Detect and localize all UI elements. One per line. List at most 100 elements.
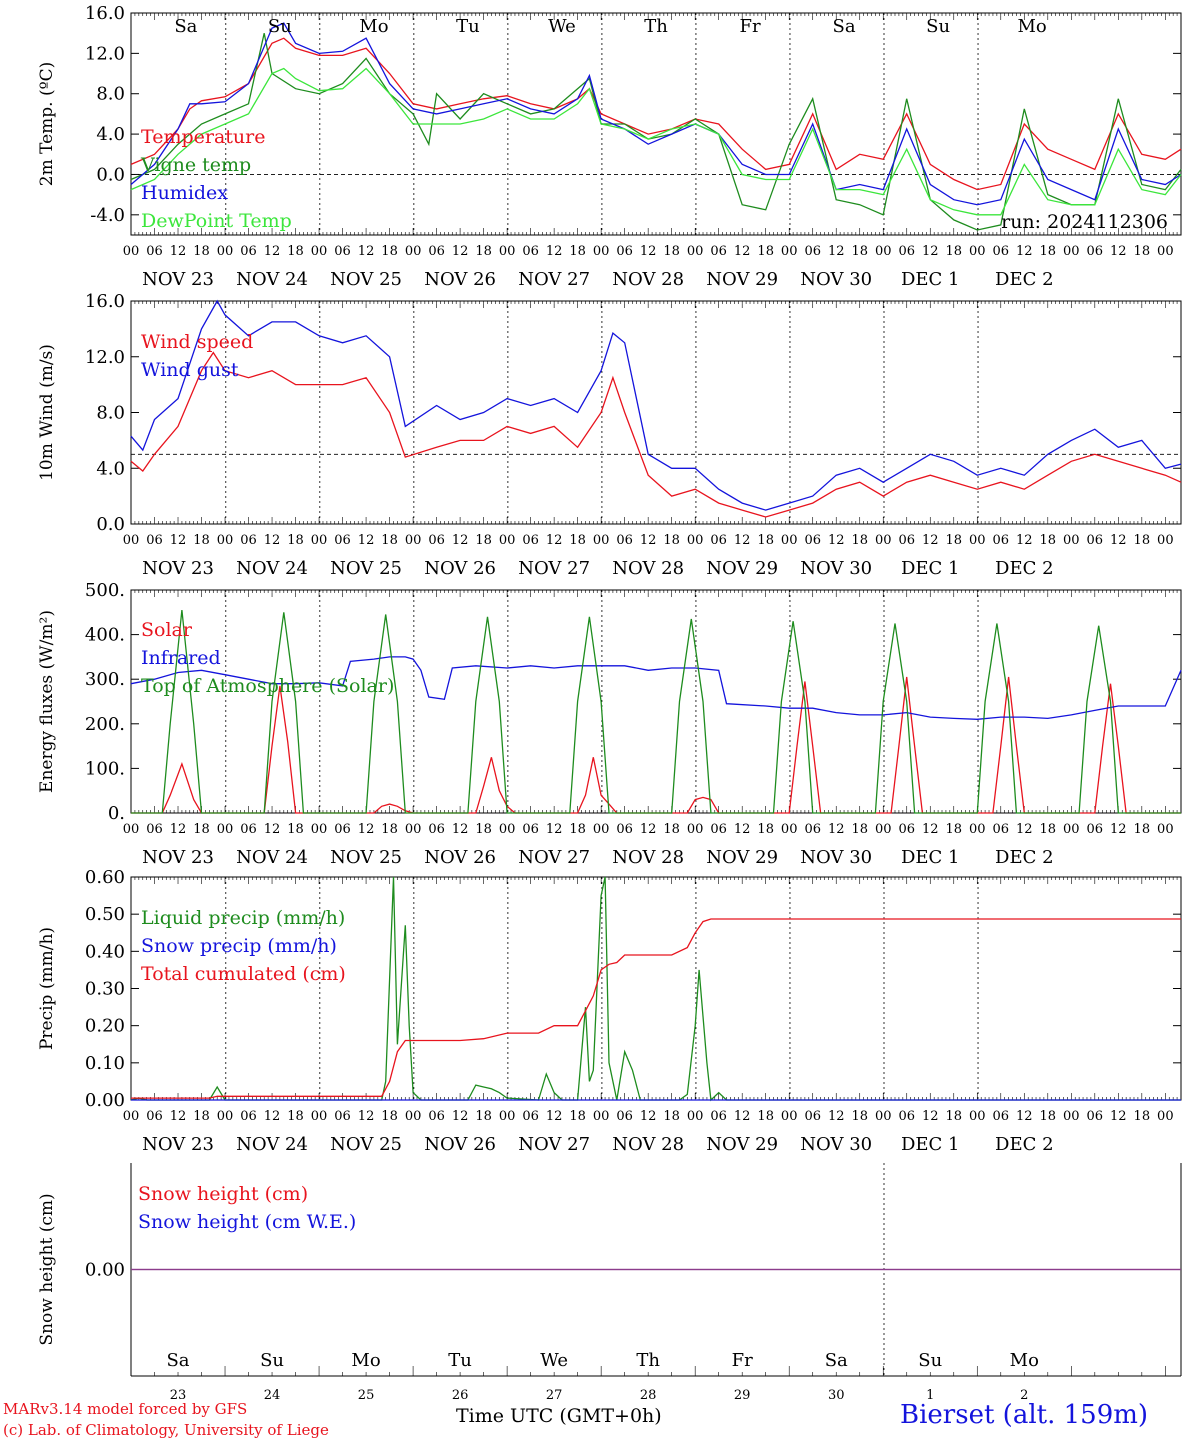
date-label: NOV 25 bbox=[330, 1134, 402, 1155]
legend-entry: Humidex bbox=[141, 182, 228, 204]
hour-tick-label: 12 bbox=[170, 1109, 187, 1124]
hour-tick-label: 06 bbox=[804, 533, 821, 548]
hour-tick-label: 12 bbox=[170, 244, 187, 259]
hour-tick-label: 00 bbox=[217, 533, 234, 548]
hour-tick-label: 00 bbox=[969, 533, 986, 548]
hour-tick-label: 00 bbox=[499, 244, 516, 259]
hour-tick-label: 18 bbox=[663, 822, 680, 837]
hour-tick-label: 18 bbox=[1134, 822, 1151, 837]
panel-temperature: 16.0 12.0 8.0 4.0 0.0 -4.0 2m Temp. (ºC) Temper… bbox=[37, 3, 1182, 290]
y-tick-label: 12.0 bbox=[85, 347, 125, 368]
hour-tick-label: 06 bbox=[616, 244, 633, 259]
hour-tick-label: 18 bbox=[1134, 1109, 1151, 1124]
hour-tick-label: 18 bbox=[569, 533, 586, 548]
hour-tick-label: 18 bbox=[1040, 244, 1057, 259]
hour-tick-label: 00 bbox=[781, 1109, 798, 1124]
hour-tick-label: 00 bbox=[123, 244, 140, 259]
y-axis-label: 10m Wind (m/s) bbox=[37, 344, 57, 481]
y-tick-label: 300. bbox=[85, 669, 125, 690]
hour-tick-label: 12 bbox=[828, 1109, 845, 1124]
legend-entry: Infrared bbox=[141, 647, 221, 669]
day-number-label: 29 bbox=[734, 1388, 751, 1403]
y-tick-label: 400. bbox=[85, 625, 125, 646]
y-axis-label: Precip (mm/h) bbox=[37, 927, 57, 1050]
date-label: DEC 1 bbox=[901, 1134, 960, 1155]
date-label: DEC 2 bbox=[995, 1134, 1054, 1155]
weekday-label: Su bbox=[918, 1350, 942, 1371]
date-label: NOV 26 bbox=[424, 1134, 496, 1155]
hour-tick-label: 12 bbox=[1110, 533, 1127, 548]
date-label: NOV 28 bbox=[612, 1134, 684, 1155]
hour-tick-label: 00 bbox=[311, 1109, 328, 1124]
hour-tick-label: 12 bbox=[1016, 244, 1033, 259]
hour-tick-label: 12 bbox=[922, 244, 939, 259]
hour-tick-label: 18 bbox=[663, 1109, 680, 1124]
hour-tick-label: 00 bbox=[311, 533, 328, 548]
series-line bbox=[130, 876, 1181, 1102]
date-label: DEC 2 bbox=[995, 847, 1054, 868]
y-tick-label: 500. bbox=[85, 580, 125, 601]
hour-tick-label: 06 bbox=[146, 533, 163, 548]
hour-tick-label: 00 bbox=[123, 533, 140, 548]
date-label: NOV 28 bbox=[612, 558, 684, 579]
weekday-label: We bbox=[548, 16, 576, 37]
model-credit: MARv3.14 model forced by GFS bbox=[3, 1400, 248, 1418]
date-label: NOV 30 bbox=[800, 847, 872, 868]
y-tick-label: -4.0 bbox=[90, 205, 125, 226]
hour-tick-label: 06 bbox=[616, 1109, 633, 1124]
hour-tick-label: 00 bbox=[969, 822, 986, 837]
weekday-label: Sa bbox=[833, 16, 856, 37]
date-label: NOV 23 bbox=[142, 558, 214, 579]
y-tick-label: 8.0 bbox=[96, 84, 125, 105]
date-label: NOV 26 bbox=[424, 558, 496, 579]
hour-tick-label: 12 bbox=[264, 244, 281, 259]
series-line bbox=[131, 610, 1181, 814]
hour-tick-label: 00 bbox=[405, 533, 422, 548]
hour-tick-label: 06 bbox=[616, 822, 633, 837]
hour-tick-label: 06 bbox=[710, 822, 727, 837]
weekday-label: Su bbox=[260, 1350, 284, 1371]
panel-frame bbox=[130, 589, 1182, 814]
hour-tick-label: 18 bbox=[569, 822, 586, 837]
hour-tick-label: 12 bbox=[264, 533, 281, 548]
hour-tick-label: 18 bbox=[569, 244, 586, 259]
date-label: NOV 28 bbox=[612, 269, 684, 290]
legend-entry: Total cumulated (cm) bbox=[141, 963, 346, 985]
hour-tick-label: 18 bbox=[1134, 244, 1151, 259]
hour-tick-label: 00 bbox=[217, 822, 234, 837]
hour-tick-label: 00 bbox=[1063, 244, 1080, 259]
hour-tick-label: 12 bbox=[170, 822, 187, 837]
y-axis-label: 2m Temp. (ºC) bbox=[37, 62, 57, 187]
weekday-label: We bbox=[540, 1350, 568, 1371]
panel-wind: 16.0 12.0 8.0 4.0 0.0 10m Wind (m/s) Wind spee… bbox=[37, 291, 1182, 579]
hour-tick-label: 00 bbox=[1157, 822, 1174, 837]
hour-tick-label: 12 bbox=[264, 1109, 281, 1124]
hour-tick-label: 06 bbox=[240, 1109, 257, 1124]
hour-tick-label: 18 bbox=[851, 1109, 868, 1124]
date-label: NOV 24 bbox=[236, 269, 308, 290]
hour-tick-label: 12 bbox=[1110, 244, 1127, 259]
weekday-label: Mo bbox=[351, 1350, 380, 1371]
hour-tick-label: 18 bbox=[475, 533, 492, 548]
hour-tick-label: 12 bbox=[1110, 1109, 1127, 1124]
y-tick-label: 4.0 bbox=[96, 458, 125, 479]
hour-tick-label: 12 bbox=[828, 822, 845, 837]
hour-tick-label: 18 bbox=[287, 533, 304, 548]
hour-tick-label: 06 bbox=[993, 533, 1010, 548]
panel-energy: 500. 400. 300. 200. 100. 0. Energy fluxes (W/m… bbox=[37, 580, 1182, 868]
hour-tick-label: 00 bbox=[217, 244, 234, 259]
hour-tick-label: 00 bbox=[1157, 244, 1174, 259]
hour-tick-label: 00 bbox=[593, 1109, 610, 1124]
weekday-label: Mo bbox=[1010, 1350, 1039, 1371]
hour-tick-label: 12 bbox=[358, 244, 375, 259]
hour-tick-label: 12 bbox=[734, 1109, 751, 1124]
y-tick-label: 0.40 bbox=[85, 941, 125, 962]
day-number-label: 24 bbox=[264, 1388, 281, 1403]
hour-tick-label: 00 bbox=[1157, 1109, 1174, 1124]
hour-tick-label: 18 bbox=[945, 822, 962, 837]
weekday-label: Fr bbox=[739, 16, 760, 37]
hour-tick-label: 06 bbox=[522, 822, 539, 837]
hour-tick-label: 18 bbox=[1040, 822, 1057, 837]
hour-tick-label: 18 bbox=[287, 244, 304, 259]
